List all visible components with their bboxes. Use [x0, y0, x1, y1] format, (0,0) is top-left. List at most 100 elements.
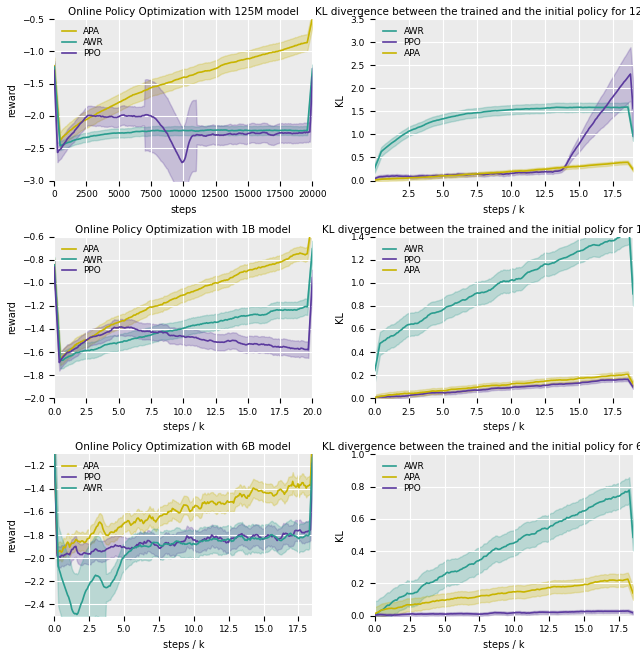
APA — [155, 513, 163, 521]
PPO — [308, 459, 316, 467]
APA — [51, 261, 58, 269]
Line: APA: APA — [375, 579, 633, 614]
APA — [300, 479, 307, 487]
AWR — [387, 332, 394, 340]
PPO — [618, 607, 625, 615]
APA — [230, 273, 237, 281]
APA — [440, 172, 447, 180]
Line: AWR: AWR — [54, 249, 312, 361]
AWR — [51, 63, 58, 71]
APA — [158, 512, 166, 520]
APA — [381, 175, 389, 183]
APA — [607, 576, 615, 584]
AWR — [371, 367, 379, 374]
PPO — [621, 375, 629, 383]
AWR — [371, 164, 379, 172]
PPO — [269, 131, 276, 139]
Y-axis label: KL: KL — [335, 529, 345, 541]
PPO — [56, 553, 64, 561]
APA — [624, 371, 632, 378]
PPO — [627, 70, 634, 78]
AWR — [440, 571, 447, 579]
PPO — [607, 95, 615, 103]
PPO — [300, 528, 307, 536]
APA — [629, 380, 637, 388]
APA — [155, 302, 163, 309]
PPO — [629, 609, 637, 617]
Title: Online Policy Optimization with 1B model: Online Policy Optimization with 1B model — [76, 225, 291, 235]
Legend: APA, AWR, PPO: APA, AWR, PPO — [59, 241, 108, 279]
AWR — [387, 600, 394, 608]
PPO — [51, 87, 59, 95]
APA — [308, 427, 316, 435]
Line: AWR: AWR — [375, 232, 633, 371]
PPO — [94, 332, 102, 340]
PPO — [230, 534, 237, 542]
Line: AWR: AWR — [54, 67, 312, 146]
Line: PPO: PPO — [375, 379, 633, 397]
PPO — [371, 611, 379, 619]
APA — [209, 66, 217, 74]
Line: AWR: AWR — [375, 107, 633, 168]
Line: AWR: AWR — [375, 490, 633, 614]
PPO — [51, 66, 58, 74]
PPO — [155, 328, 163, 336]
AWR — [56, 142, 64, 150]
APA — [616, 576, 624, 584]
Line: APA: APA — [54, 431, 312, 553]
AWR — [616, 104, 624, 112]
APA — [607, 371, 615, 379]
AWR — [419, 122, 427, 129]
APA — [371, 394, 379, 401]
X-axis label: steps / k: steps / k — [483, 422, 525, 432]
AWR — [387, 140, 394, 148]
APA — [624, 575, 632, 583]
APA — [94, 329, 102, 337]
PPO — [285, 129, 293, 137]
Y-axis label: reward: reward — [7, 83, 17, 117]
Y-axis label: reward: reward — [7, 300, 17, 334]
PPO — [381, 393, 389, 401]
Line: PPO: PPO — [54, 442, 312, 557]
AWR — [155, 328, 163, 336]
AWR — [419, 316, 427, 324]
Line: APA: APA — [375, 162, 633, 180]
Line: PPO: PPO — [375, 74, 633, 179]
Line: APA: APA — [54, 18, 312, 141]
APA — [201, 283, 209, 290]
Line: PPO: PPO — [54, 70, 312, 162]
Line: APA: APA — [54, 217, 312, 358]
PPO — [419, 172, 427, 180]
Legend: AWR, APA, PPO: AWR, APA, PPO — [380, 459, 428, 497]
AWR — [209, 126, 217, 134]
APA — [624, 158, 632, 166]
AWR — [285, 126, 293, 134]
PPO — [624, 607, 632, 615]
AWR — [629, 290, 637, 298]
PPO — [616, 83, 624, 91]
AWR — [308, 65, 316, 73]
AWR — [269, 127, 276, 135]
PPO — [389, 611, 397, 619]
APA — [387, 391, 394, 399]
APA — [204, 67, 212, 75]
AWR — [629, 132, 637, 140]
Line: AWR: AWR — [54, 443, 312, 614]
AWR — [155, 540, 163, 548]
AWR — [440, 306, 447, 313]
APA — [616, 159, 624, 167]
AWR — [616, 491, 624, 499]
PPO — [51, 263, 58, 271]
AWR — [419, 581, 427, 589]
APA — [419, 173, 427, 181]
APA — [387, 175, 394, 183]
APA — [56, 354, 64, 362]
APA — [629, 166, 637, 173]
X-axis label: steps / k: steps / k — [163, 640, 204, 650]
AWR — [51, 74, 59, 82]
PPO — [607, 376, 615, 384]
PPO — [204, 131, 212, 139]
AWR — [205, 126, 212, 134]
AWR — [51, 439, 58, 447]
APA — [381, 392, 389, 399]
